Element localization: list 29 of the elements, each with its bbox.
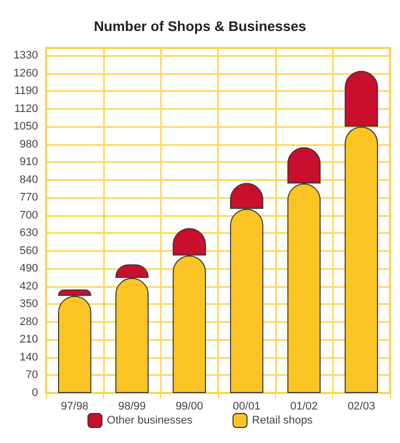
- y-tick-label: 630: [20, 227, 38, 240]
- y-tick-label: 420: [20, 280, 38, 292]
- y-tick-label: 910: [20, 156, 38, 168]
- y-tick-label: 1190: [14, 85, 38, 98]
- legend-label: Other businesses: [106, 414, 194, 426]
- legend-label: Retail shops: [252, 414, 314, 426]
- y-tick-label: 560: [20, 244, 38, 257]
- x-tick-label: 98/99: [118, 400, 146, 412]
- x-tick-label: 99/00: [176, 400, 204, 412]
- y-tick-label: 980: [20, 138, 38, 150]
- y-tick-label: 280: [20, 316, 38, 328]
- y-tick-label: 210: [20, 334, 38, 346]
- y-tick-label: 1260: [14, 67, 38, 80]
- y-tick-label: 1120: [14, 102, 38, 115]
- y-tick-label: 1050: [14, 120, 38, 133]
- y-tick-label: 140: [20, 351, 38, 364]
- y-tick-label: 490: [20, 262, 38, 275]
- chart-title: Number of Shops & Businesses: [94, 18, 306, 34]
- y-tick-label: 0: [32, 387, 38, 399]
- y-tick-label: 70: [26, 369, 38, 382]
- y-tick-label: 840: [20, 174, 38, 186]
- y-tick-label: 1330: [14, 50, 38, 62]
- y-tick-label: 770: [20, 192, 38, 204]
- x-tick-label: 01/02: [290, 400, 318, 412]
- y-tick-label: 700: [20, 209, 38, 222]
- x-tick-label: 00/01: [232, 400, 260, 412]
- y-tick-label: 350: [20, 298, 38, 310]
- x-tick-label: 97/98: [60, 400, 88, 412]
- x-tick-label: 02/03: [348, 400, 376, 412]
